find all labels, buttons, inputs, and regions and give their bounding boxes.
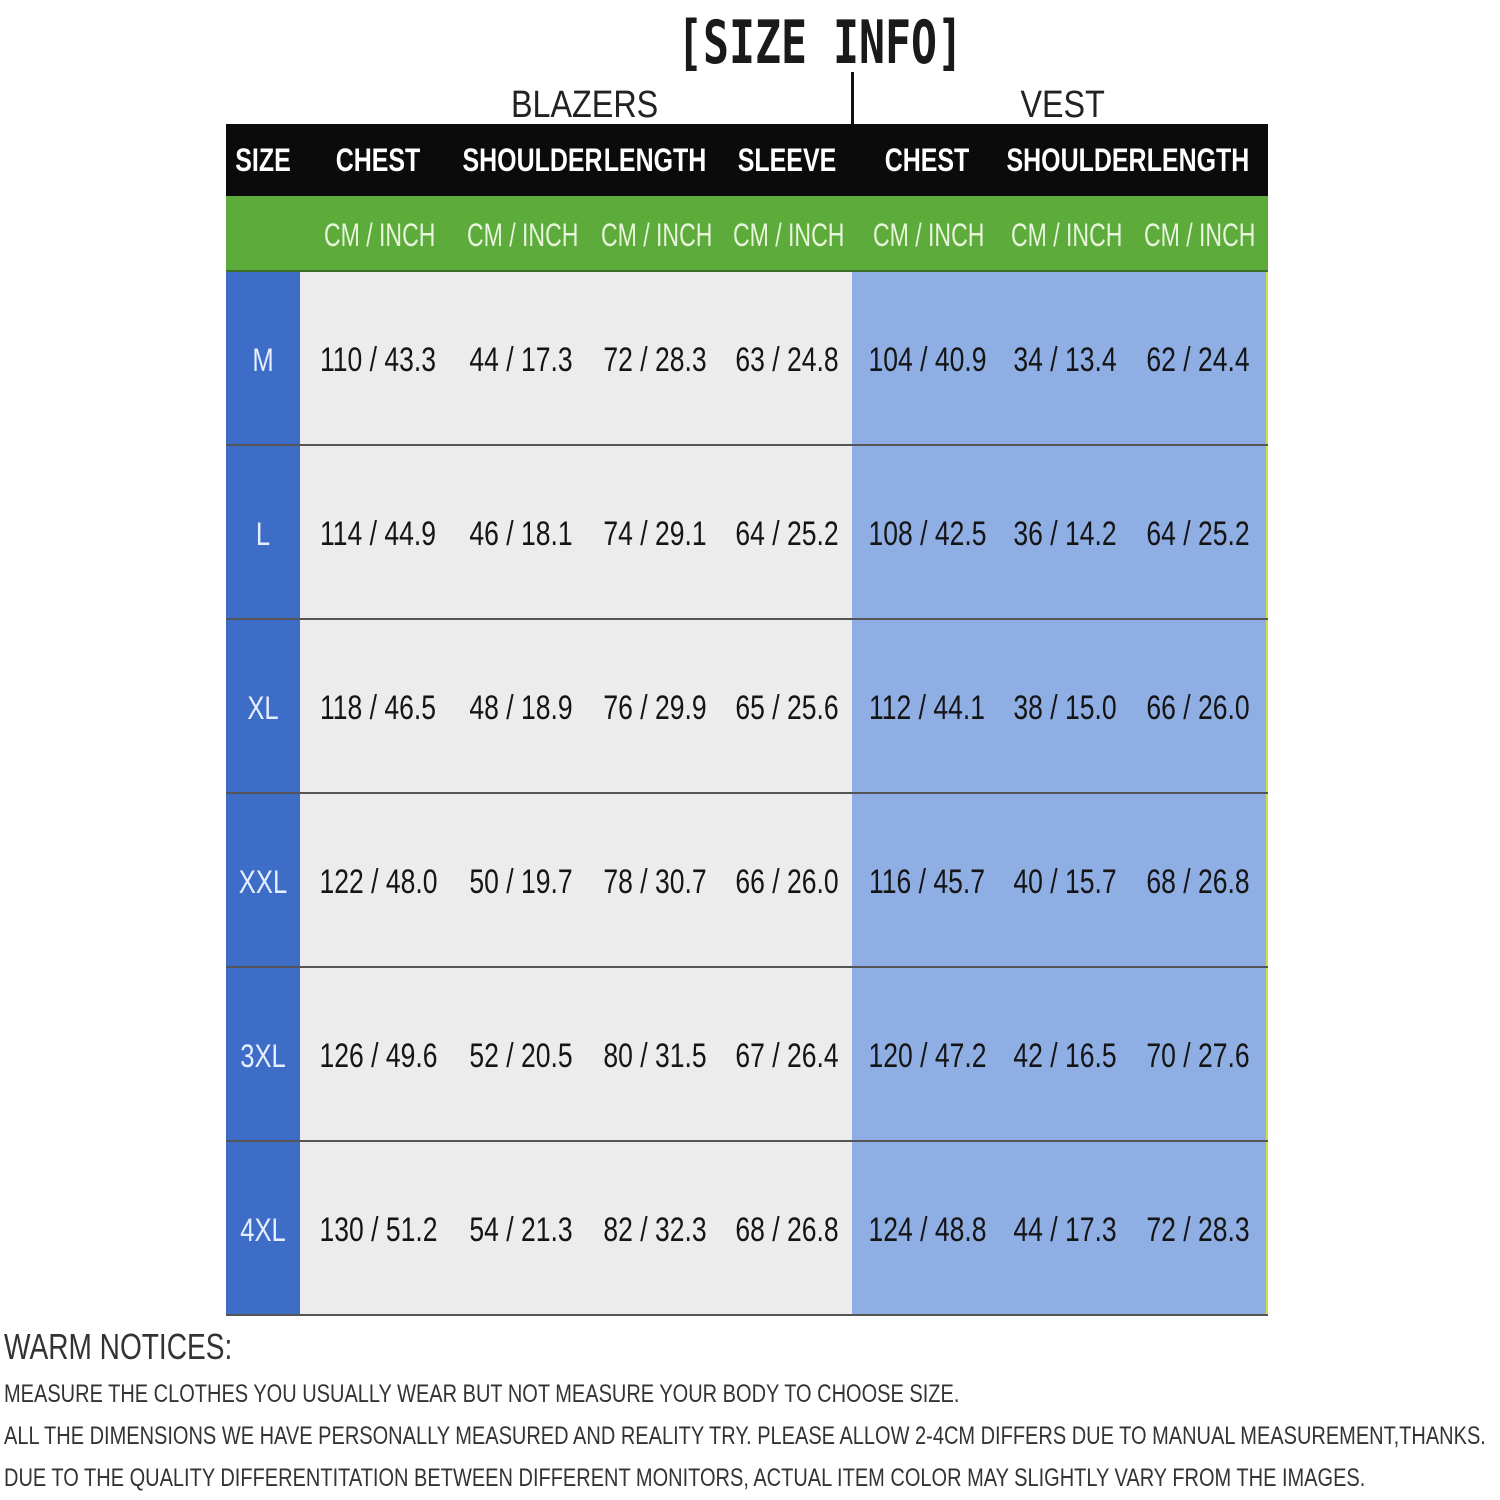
unit-label: CM / INCH <box>467 217 579 253</box>
measurement-cell: 72 / 28.3 <box>1146 1211 1250 1249</box>
column-header: CHEST <box>335 142 421 178</box>
size-label: 4XL <box>240 1212 286 1248</box>
size-label: XL <box>247 690 279 726</box>
measurement-cell: 72 / 28.3 <box>603 341 707 379</box>
measurement-cell: 114 / 44.9 <box>319 515 437 553</box>
measurement-cell: 78 / 30.7 <box>603 863 707 901</box>
table-row: 3XL 126 / 49.6 52 / 20.5 80 / 31.5 67 / 26.4… <box>226 968 1268 1142</box>
measurement-cell: 64 / 25.2 <box>735 515 839 553</box>
notices-heading: WARM NOTICES: <box>4 1326 233 1367</box>
notice-line: DUE TO THE QUALITY DIFFERENTITATION BETW… <box>4 1464 1366 1492</box>
measurement-cell: 44 / 17.3 <box>469 341 573 379</box>
measurement-cell: 108 / 42.5 <box>868 515 987 553</box>
table-row: XXL 122 / 48.0 50 / 19.7 78 / 30.7 66 / 26.0… <box>226 794 1268 968</box>
column-header: LENGTH <box>1146 142 1250 178</box>
measurement-cell: 66 / 26.0 <box>1146 689 1250 727</box>
units-row: CM / INCH CM / INCH CM / INCH CM / INCH CM /… <box>226 196 1268 273</box>
measurement-cell: 118 / 46.5 <box>319 689 437 727</box>
measurement-cell: 34 / 13.4 <box>1013 341 1117 379</box>
measurement-cell: 74 / 29.1 <box>603 515 707 553</box>
measurement-cell: 122 / 48.0 <box>319 863 438 901</box>
measurement-cell: 126 / 49.6 <box>319 1037 438 1075</box>
measurement-cell: 42 / 16.5 <box>1013 1037 1117 1075</box>
notice-line: MEASURE THE CLOTHES YOU USUALLY WEAR BUT… <box>4 1380 960 1408</box>
measurement-cell: 48 / 18.9 <box>469 689 573 727</box>
measurement-cell: 104 / 40.9 <box>868 341 987 379</box>
measurement-cell: 68 / 26.8 <box>735 1211 839 1249</box>
column-header: SHOULDER <box>1006 142 1147 178</box>
size-table-body: M 110 / 43.3 44 / 17.3 72 / 28.3 63 / 24.8 10… <box>226 272 1268 1316</box>
table-row: 4XL 130 / 51.2 54 / 21.3 82 / 32.3 68 / 26.8… <box>226 1142 1268 1316</box>
measurement-cell: 130 / 51.2 <box>319 1211 438 1249</box>
measurement-cell: 67 / 26.4 <box>735 1037 839 1075</box>
measurement-cell: 63 / 24.8 <box>735 341 839 379</box>
column-header: SLEEVE <box>737 142 837 178</box>
measurement-cell: 76 / 29.9 <box>603 689 707 727</box>
group-label-blazers: BLAZERS <box>510 84 659 126</box>
measurement-cell: 66 / 26.0 <box>735 863 839 901</box>
size-label: 3XL <box>240 1038 286 1074</box>
measurement-cell: 50 / 19.7 <box>469 863 573 901</box>
group-label-vest: VEST <box>1020 84 1105 126</box>
measurement-cell: 116 / 45.7 <box>868 863 986 901</box>
table-row: M 110 / 43.3 44 / 17.3 72 / 28.3 63 / 24.8 10… <box>226 272 1268 446</box>
measurement-cell: 44 / 17.3 <box>1013 1211 1117 1249</box>
measurement-cell: 38 / 15.0 <box>1013 689 1117 727</box>
size-label: M <box>252 342 274 378</box>
measurement-cell: 52 / 20.5 <box>469 1037 573 1075</box>
unit-label: CM / INCH <box>873 217 985 253</box>
measurement-cell: 70 / 27.6 <box>1146 1037 1250 1075</box>
measurement-cell: 54 / 21.3 <box>469 1211 573 1249</box>
measurement-cell: 110 / 43.3 <box>319 341 437 379</box>
measurement-cell: 46 / 18.1 <box>469 515 573 553</box>
unit-label: CM / INCH <box>601 217 713 253</box>
measurement-cell: 68 / 26.8 <box>1146 863 1250 901</box>
measurement-cell: 65 / 25.6 <box>735 689 839 727</box>
column-header: LENGTH <box>603 142 707 178</box>
unit-label: CM / INCH <box>1011 217 1123 253</box>
unit-label: CM / INCH <box>324 217 436 253</box>
column-header: SIZE <box>235 142 291 178</box>
measurement-cell: 64 / 25.2 <box>1146 515 1250 553</box>
measurement-cell: 124 / 48.8 <box>868 1211 987 1249</box>
divider <box>851 72 854 124</box>
measurement-cell: 112 / 44.1 <box>868 689 986 727</box>
measurement-cell: 36 / 14.2 <box>1013 515 1117 553</box>
table-header-row: SIZE CHEST SHOULDER LENGTH SLEEVE CHEST SHOULD… <box>226 124 1268 196</box>
size-label: L <box>255 516 271 552</box>
measurement-cell: 120 / 47.2 <box>868 1037 987 1075</box>
unit-label: CM / INCH <box>733 217 845 253</box>
column-header: CHEST <box>884 142 970 178</box>
measurement-cell: 82 / 32.3 <box>603 1211 707 1249</box>
unit-label: CM / INCH <box>1144 217 1256 253</box>
notice-line: ALL THE DIMENSIONS WE HAVE PERSONALLY ME… <box>4 1422 1486 1450</box>
page-title: [SIZE INFO] <box>676 8 964 78</box>
table-row: L 114 / 44.9 46 / 18.1 74 / 29.1 64 / 25.2 10… <box>226 446 1268 620</box>
measurement-cell: 80 / 31.5 <box>603 1037 707 1075</box>
measurement-cell: 40 / 15.7 <box>1013 863 1117 901</box>
size-label: XXL <box>238 864 288 900</box>
table-row: XL 118 / 46.5 48 / 18.9 76 / 29.9 65 / 25.6 1… <box>226 620 1268 794</box>
measurement-cell: 62 / 24.4 <box>1146 341 1250 379</box>
column-header: SHOULDER <box>462 142 603 178</box>
